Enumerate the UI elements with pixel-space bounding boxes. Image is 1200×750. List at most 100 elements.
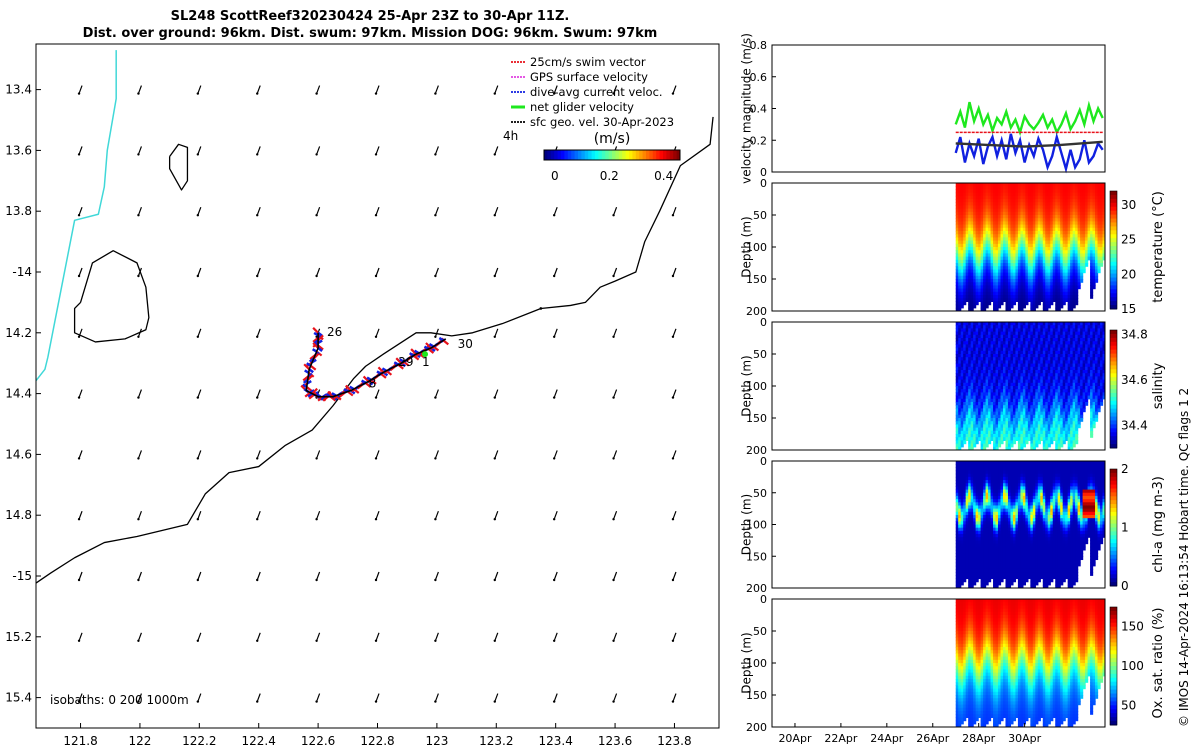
heatmap-cell — [1100, 376, 1104, 381]
heatmap-cell — [998, 192, 1002, 197]
colorbar-cell — [632, 150, 637, 160]
y-tick-label: 13.4 — [5, 83, 32, 97]
heatmap-cell — [968, 322, 972, 326]
heatmap-cell — [1022, 414, 1026, 419]
heatmap-cell — [958, 282, 962, 286]
heatmap-cell — [968, 275, 972, 280]
heatmap-cell — [1000, 402, 1004, 406]
heatmap-cell — [990, 376, 994, 381]
heatmap-cell — [1087, 250, 1091, 254]
heatmap-cell — [1032, 253, 1036, 258]
heatmap-cell — [1057, 437, 1061, 441]
heatmap-cell — [993, 291, 997, 296]
heatmap-cell — [998, 405, 1002, 409]
heatmap-cell — [1047, 334, 1051, 339]
heatmap-cell — [978, 414, 982, 419]
heatmap-cell — [1015, 328, 1019, 333]
heatmap-cell — [1040, 199, 1044, 203]
heatmap-cell — [998, 395, 1002, 400]
heatmap-cell — [1075, 288, 1079, 293]
heatmap-cell — [990, 250, 994, 254]
heatmap-cell — [1030, 357, 1034, 361]
heatmap-cell — [1065, 421, 1069, 425]
heatmap-cell — [985, 243, 989, 248]
heatmap-cell — [1022, 301, 1026, 306]
heatmap-cell — [998, 392, 1002, 397]
heatmap-cell — [993, 295, 997, 299]
heatmap-cell — [985, 186, 989, 190]
heatmap-cell — [1040, 325, 1044, 329]
heatmap-cell — [995, 269, 999, 274]
current-vector-head — [671, 214, 675, 217]
heatmap-cell — [1082, 360, 1086, 365]
heatmap-cell — [1020, 215, 1024, 219]
heatmap-cell — [1035, 285, 1039, 290]
heatmap-cell — [1050, 366, 1054, 371]
heatmap-cell — [1005, 405, 1009, 409]
heatmap-cell — [983, 344, 987, 349]
heatmap-cell — [1077, 386, 1081, 390]
heatmap-cell — [978, 231, 982, 235]
heatmap-cell — [1032, 328, 1036, 333]
heatmap-cell — [1022, 376, 1026, 381]
heatmap-cell — [1032, 392, 1036, 397]
heatmap-cell — [998, 301, 1002, 306]
heatmap-cell — [1090, 189, 1094, 194]
heatmap-cell — [985, 357, 989, 361]
current-vector-head — [552, 396, 556, 399]
heatmap-cell — [1050, 418, 1054, 422]
current-vector-head — [493, 578, 496, 582]
heatmap-cell — [1020, 240, 1024, 245]
heatmap-cell — [1070, 373, 1074, 377]
heatmap-cell — [995, 389, 999, 393]
heatmap-cell — [1012, 208, 1017, 213]
heatmap-cell — [960, 250, 964, 254]
heatmap-cell — [1047, 421, 1051, 425]
heatmap-cell — [973, 328, 977, 333]
heatmap-cell — [1077, 347, 1081, 352]
heatmap-cell — [958, 279, 962, 283]
heatmap-cell — [1070, 307, 1074, 311]
heatmap-cell — [1080, 418, 1084, 422]
heatmap-cell — [1045, 382, 1049, 387]
heatmap-cell — [1012, 325, 1017, 329]
heatmap-cell — [968, 279, 972, 283]
heatmap-cell — [1060, 328, 1064, 333]
heatmap-cell — [1012, 243, 1017, 248]
heatmap-cell — [960, 376, 964, 381]
heatmap-cell — [1035, 186, 1039, 190]
heatmap-cell — [1070, 405, 1074, 409]
heatmap-cell — [1100, 373, 1104, 377]
heatmap-cell — [1015, 389, 1019, 393]
heatmap-cell — [1025, 430, 1029, 435]
heatmap-cell — [1045, 189, 1049, 194]
current-vector — [494, 571, 499, 581]
heatmap-cell — [1000, 427, 1004, 432]
heatmap-cell — [965, 366, 969, 371]
heatmap-cell — [955, 295, 959, 299]
heatmap-cell — [1082, 202, 1086, 206]
heatmap-cell — [1100, 243, 1104, 248]
heatmap-cell — [1070, 298, 1074, 302]
heatmap-cell — [955, 301, 959, 306]
heatmap-cell — [1002, 402, 1007, 406]
heatmap-cell — [1005, 224, 1009, 229]
heatmap-cell — [1030, 253, 1034, 258]
heatmap-cell — [1022, 192, 1026, 197]
heatmap-cell — [1017, 298, 1022, 302]
heatmap-cell — [1095, 360, 1099, 365]
heatmap-cell — [1010, 291, 1014, 296]
heatmap-cell — [1007, 243, 1012, 248]
heatmap-cell — [1092, 347, 1096, 352]
heatmap-cell — [1000, 183, 1004, 187]
heatmap-cell — [980, 183, 984, 187]
heatmap-cell — [1020, 282, 1024, 286]
heatmap-cell — [995, 395, 999, 400]
heatmap-cell — [1027, 259, 1031, 264]
heatmap-cell — [993, 288, 997, 293]
heatmap-cell — [980, 275, 984, 280]
heatmap-cell — [1032, 240, 1036, 245]
colorbar-cell — [1110, 222, 1117, 227]
heatmap-cell — [1027, 237, 1031, 242]
heatmap-cell — [1010, 370, 1014, 374]
